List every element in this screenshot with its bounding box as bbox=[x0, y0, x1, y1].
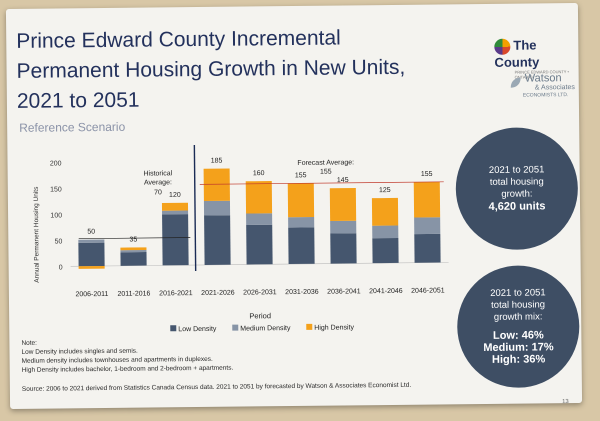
legend-swatch bbox=[232, 324, 239, 331]
mix-circle-medium: Medium: 17% bbox=[483, 341, 554, 355]
bar-total-label: 35 bbox=[129, 236, 137, 243]
watson-logo-econ: ECONOMISTS LTD. bbox=[522, 92, 569, 99]
title-line-1: Prince Edward County Incremental bbox=[16, 26, 341, 53]
y-axis-label: Annual Permanent Housing Units bbox=[33, 186, 41, 283]
county-logo-icon bbox=[494, 38, 511, 55]
bar-segment bbox=[120, 247, 147, 251]
bar-segment bbox=[162, 214, 189, 266]
bar-segment bbox=[371, 197, 399, 226]
bar-segment bbox=[162, 210, 189, 215]
bar-segment bbox=[372, 225, 399, 239]
x-tick-label: 2036-2041 bbox=[327, 288, 361, 295]
mix-circle-line3: growth mix: bbox=[493, 311, 543, 323]
slide-subtitle: Reference Scenario bbox=[19, 119, 126, 135]
bar-segment bbox=[288, 227, 315, 265]
total-circle-line3: growth: bbox=[501, 188, 533, 200]
watson-logo: Watson & Associates ECONOMISTS LTD. bbox=[510, 72, 575, 100]
total-circle-line1: 2021 to 2051 bbox=[488, 164, 545, 176]
watson-logo-amp: & Associates bbox=[534, 84, 575, 92]
legend-swatch bbox=[306, 323, 313, 330]
historical-average-label-2: Average: bbox=[144, 179, 172, 186]
bar-segment bbox=[330, 220, 357, 234]
total-circle-line2: total housing bbox=[489, 176, 544, 188]
source-text: Source: 2006 to 2021 derived from Statis… bbox=[21, 381, 412, 393]
bar-total-label: 185 bbox=[211, 158, 223, 165]
x-tick-label: 2026-2031 bbox=[243, 289, 277, 296]
historical-average-value: 70 bbox=[154, 189, 162, 196]
page-number: 13 bbox=[562, 399, 569, 406]
bar-segment bbox=[161, 202, 189, 211]
y-tick-label: 0 bbox=[59, 264, 63, 271]
legend-swatch bbox=[170, 325, 177, 332]
slide-title: Prince Edward County Incremental Permane… bbox=[16, 22, 487, 117]
title-line-2: Permanent Housing Growth in New Units, bbox=[16, 55, 406, 83]
y-tick-label: 200 bbox=[50, 160, 62, 167]
historical-average-label: Historical bbox=[143, 170, 172, 177]
y-tick-label: 150 bbox=[50, 186, 62, 193]
x-tick-label: 2006-2011 bbox=[75, 291, 108, 298]
x-tick-label: 2021-2026 bbox=[201, 290, 235, 297]
bar-segment bbox=[78, 239, 105, 243]
bar-segment bbox=[78, 265, 105, 269]
housing-growth-chart: 0 50 100 150 200 Annual Permanent Housing Uni… bbox=[33, 145, 449, 333]
forecast-average-label: Forecast Average: bbox=[297, 159, 354, 167]
bar-segment bbox=[413, 181, 441, 218]
bar-total-label: 50 bbox=[87, 229, 95, 236]
x-tick-label: 2041-2046 bbox=[369, 288, 403, 295]
bar-segment bbox=[203, 168, 230, 201]
mix-circle-line1: 2021 to 2051 bbox=[490, 287, 546, 299]
bar-total-label: 120 bbox=[169, 192, 181, 199]
bar-total-label: 160 bbox=[253, 170, 265, 177]
x-tick-label: 2011-2016 bbox=[117, 291, 150, 298]
watson-leaf-icon bbox=[510, 77, 521, 88]
title-line-3: 2021 to 2051 bbox=[16, 88, 140, 113]
bar-total-label: 155 bbox=[295, 172, 307, 179]
bar-segment bbox=[120, 249, 147, 253]
bar-segment bbox=[245, 181, 273, 214]
bar-total-label: 145 bbox=[337, 177, 349, 184]
y-tick-label: 100 bbox=[50, 212, 62, 219]
period-divider bbox=[193, 145, 197, 272]
bar-segment bbox=[246, 213, 273, 225]
x-tick-label: 2016-2021 bbox=[159, 290, 193, 297]
legend-label: Medium Density bbox=[240, 325, 291, 333]
total-circle-value: 4,620 units bbox=[488, 200, 546, 213]
legend-label: Low Density bbox=[178, 326, 217, 333]
forecast-average-line bbox=[199, 181, 444, 185]
bar-segment bbox=[330, 233, 357, 264]
bar-segment bbox=[246, 224, 273, 265]
notes-block: Note: Low Density includes singles and s… bbox=[21, 337, 233, 375]
bar-segment bbox=[204, 215, 231, 265]
y-tick-label: 50 bbox=[55, 238, 63, 245]
watson-logo-name: Watson bbox=[524, 72, 562, 85]
x-tick-label: 2046-2051 bbox=[411, 287, 445, 294]
bar-total-label: 125 bbox=[379, 187, 391, 194]
bar-segment bbox=[288, 216, 315, 228]
note-line: High Density includes bachelor, 1-bedroo… bbox=[21, 364, 234, 374]
forecast-average-value: 155 bbox=[320, 169, 332, 176]
bar-segment bbox=[78, 242, 105, 267]
growth-mix-circle: 2021 to 2051 total housing growth mix: L… bbox=[456, 265, 580, 389]
bar-segment bbox=[414, 217, 441, 235]
bar-segment bbox=[329, 187, 357, 221]
bar-total-label: 155 bbox=[421, 171, 433, 178]
historical-average-line bbox=[78, 237, 191, 240]
presentation-board: Prince Edward County Incremental Permane… bbox=[5, 3, 583, 409]
mix-circle-low: Low: 46% bbox=[492, 329, 544, 342]
legend-label: High Density bbox=[314, 324, 354, 331]
total-growth-circle: 2021 to 2051 total housing growth: 4,620… bbox=[455, 127, 579, 251]
bar-segment bbox=[287, 183, 315, 218]
bar-segment bbox=[372, 237, 399, 264]
mix-circle-high: High: 36% bbox=[491, 353, 546, 366]
bar-segment bbox=[203, 200, 231, 216]
bar-segment bbox=[120, 252, 147, 266]
bar-segment bbox=[414, 233, 441, 263]
mix-circle-line2: total housing bbox=[491, 299, 546, 311]
x-axis-label: Period bbox=[249, 311, 271, 320]
x-tick-label: 2031-2036 bbox=[285, 289, 319, 296]
